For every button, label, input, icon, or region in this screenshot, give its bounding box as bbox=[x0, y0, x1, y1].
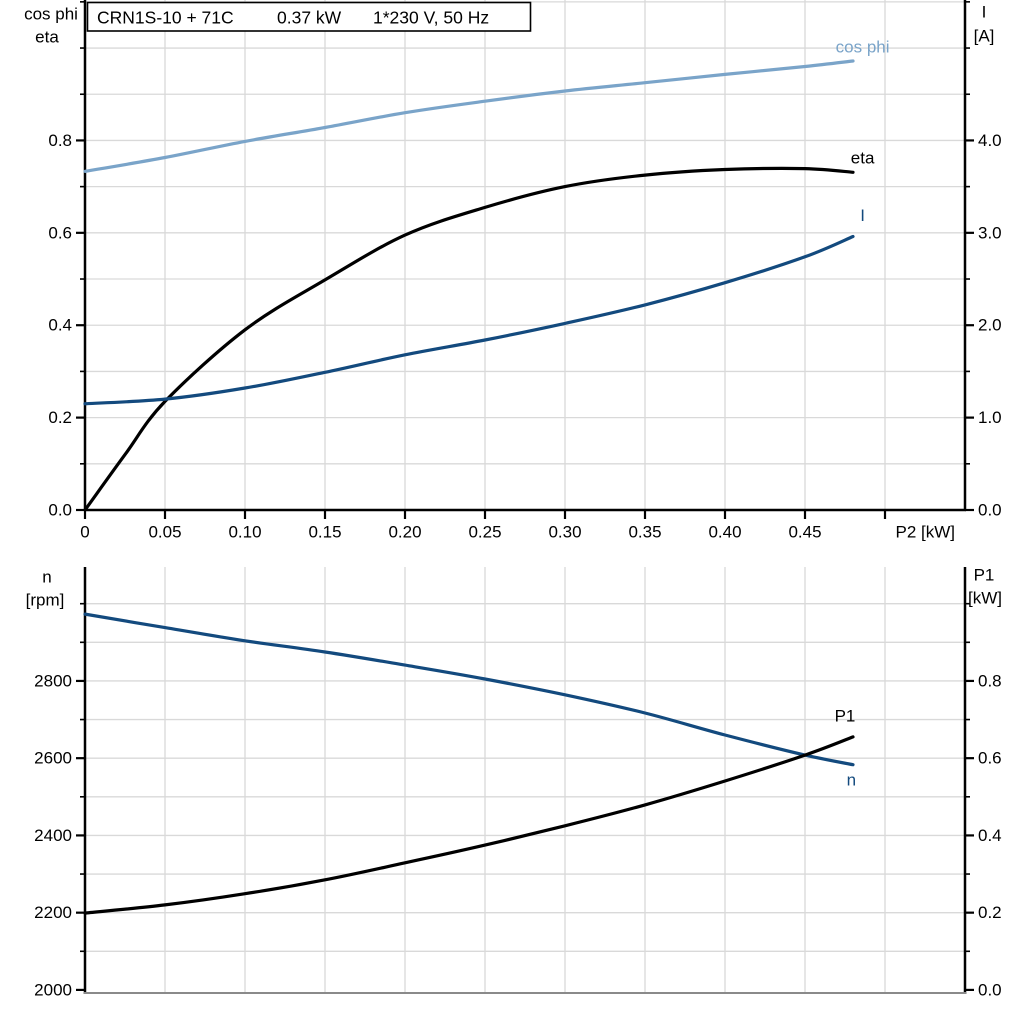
lower-left-axis-title-line1: n bbox=[42, 568, 51, 587]
x-tick-label: 0.20 bbox=[388, 523, 421, 542]
right-axis-ticks: 0.0 1.0 2.0 3.0 4.0 bbox=[965, 1, 1002, 520]
axes bbox=[83, 567, 967, 994]
curve-P1 bbox=[83, 735, 855, 915]
left-tick-label: 2200 bbox=[34, 903, 72, 922]
curve-cos-phi bbox=[83, 59, 855, 173]
title-supply-voltage-frequency: 1*230 V, 50 Hz bbox=[373, 8, 489, 28]
left-tick-label: 0.2 bbox=[48, 408, 72, 427]
curve-label-P1: P1 bbox=[835, 707, 856, 726]
curve-label-eta: eta bbox=[851, 148, 875, 167]
left-tick-label: 0.6 bbox=[48, 223, 72, 242]
right-axis-ticks: 0.0 0.2 0.4 0.6 0.8 bbox=[965, 602, 1002, 999]
x-tick-label: 0.25 bbox=[468, 523, 501, 542]
left-tick-label: 0.0 bbox=[48, 501, 72, 520]
x-tick-label: 0.35 bbox=[628, 523, 661, 542]
upper-right-axis-title-line2: [A] bbox=[974, 27, 995, 46]
upper-right-axis-title-line1: I bbox=[982, 3, 987, 22]
vertical-gridlines bbox=[164, 567, 966, 993]
x-tick-label: 0.10 bbox=[228, 523, 261, 542]
title-box-border bbox=[86, 1, 532, 32]
left-axis-ticks: 2000 2200 2400 2600 2800 bbox=[34, 602, 85, 999]
lower-left-axis-title-line2: [rpm] bbox=[26, 591, 65, 610]
axes bbox=[83, 0, 967, 512]
right-tick-label: 4.0 bbox=[978, 131, 1002, 150]
title-pump-model: CRN1S-10 + 71C bbox=[97, 8, 234, 28]
right-tick-label: 0.4 bbox=[978, 826, 1002, 845]
left-tick-label: 0.8 bbox=[48, 131, 72, 150]
right-tick-label: 2.0 bbox=[978, 316, 1002, 335]
upper-left-axis-title-line2: eta bbox=[35, 28, 59, 47]
x-tick-label: 0.40 bbox=[708, 523, 741, 542]
x-tick-label: 0.45 bbox=[788, 523, 821, 542]
right-tick-label: 0.2 bbox=[978, 903, 1002, 922]
right-tick-label: 0.8 bbox=[978, 671, 1002, 690]
upper-chart: 0.00.20.40.60.80.01.02.03.04.00 0.05 0.10 0… bbox=[48, 0, 1002, 542]
right-tick-label: 0.0 bbox=[978, 980, 1002, 999]
left-tick-label: 2600 bbox=[34, 749, 72, 768]
left-tick-label: 2000 bbox=[34, 980, 72, 999]
right-tick-label: 0.6 bbox=[978, 749, 1002, 768]
right-tick-label: 1.0 bbox=[978, 408, 1002, 427]
curve-label-cos-phi: cos phi bbox=[836, 38, 890, 57]
left-tick-label: 0.4 bbox=[48, 316, 72, 335]
curve-eta bbox=[83, 166, 855, 512]
vertical-gridlines bbox=[164, 0, 966, 510]
left-tick-label: 2800 bbox=[34, 671, 72, 690]
title-rated-power: 0.37 kW bbox=[277, 8, 342, 28]
curve-label-n: n bbox=[847, 771, 856, 790]
title-box: CRN1S-10 + 71C 0.37 kW 1*230 V, 50 Hz bbox=[86, 1, 532, 32]
upper-left-axis-title-line1: cos phi bbox=[24, 5, 78, 24]
curve-I bbox=[83, 234, 855, 406]
x-tick-label: 0 bbox=[80, 523, 89, 542]
upper-x-axis-title: P2 [kW] bbox=[895, 523, 955, 542]
right-tick-label: 3.0 bbox=[978, 223, 1002, 242]
x-axis-ticks: 0 0.05 0.10 0.15 0.20 0.25 0.30 0.35 0.40 0.45 bbox=[80, 510, 887, 542]
lower-chart: 2000 2200 2400 2600 2800 0.0 0.2 0.4 0.6 0.8 n P1 bbox=[34, 567, 1002, 999]
x-tick-label: 0.30 bbox=[548, 523, 581, 542]
right-tick-label: 0.0 bbox=[978, 501, 1002, 520]
lower-right-axis-title-line2: [kW] bbox=[968, 589, 1002, 608]
curve-n bbox=[83, 612, 855, 767]
x-tick-label: 0.15 bbox=[308, 523, 341, 542]
lower-right-axis-title-line1: P1 bbox=[974, 566, 995, 585]
curve-label-I: I bbox=[860, 206, 865, 225]
left-tick-label: 2400 bbox=[34, 826, 72, 845]
horizontal-gridlines bbox=[85, 1, 965, 465]
left-axis-ticks: 0.0 0.2 0.4 0.6 0.8 bbox=[48, 1, 85, 520]
x-tick-label: 0.05 bbox=[148, 523, 181, 542]
